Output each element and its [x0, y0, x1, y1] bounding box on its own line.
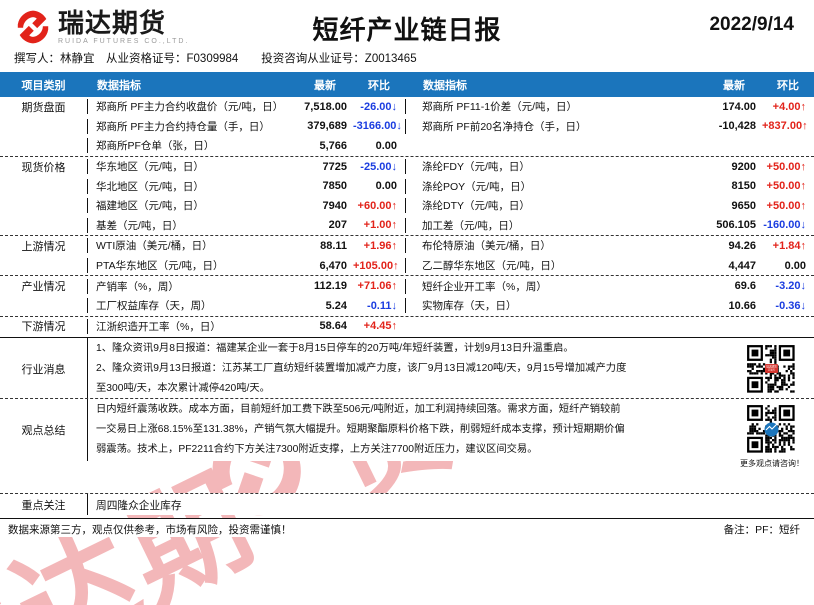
svg-text:瑞达期货: 瑞达期货	[766, 365, 777, 369]
